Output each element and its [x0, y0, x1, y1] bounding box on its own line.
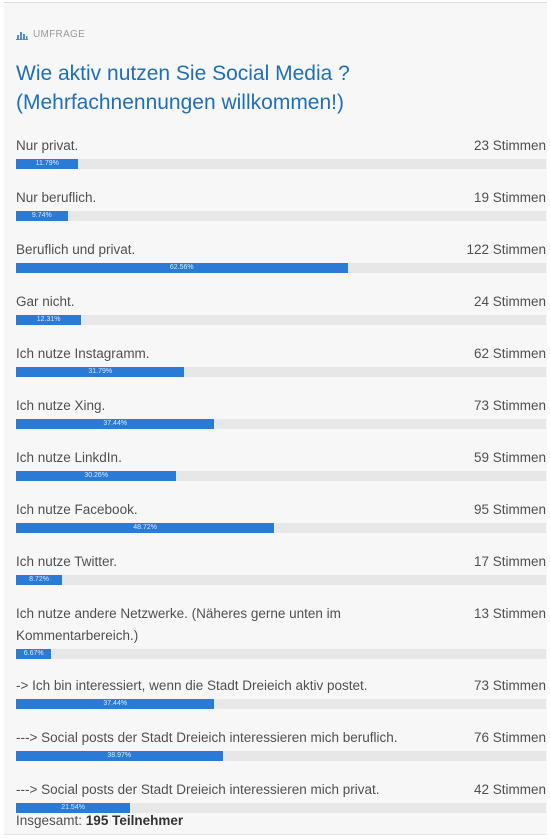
option-bar-track: 8.72%	[16, 575, 546, 585]
option-bar-fill: 37.44%	[16, 419, 215, 429]
option-bar-fill: 21.54%	[16, 803, 131, 813]
option-bar-fill: 6.67%	[16, 649, 52, 659]
option-bar-track: 9.74%	[16, 211, 546, 221]
option-bar-fill: 48.72%	[16, 523, 275, 533]
option-votes: 13 Stimmen	[473, 606, 546, 621]
option-bar-fill: 9.74%	[16, 211, 68, 221]
option-votes: 73 Stimmen	[473, 678, 546, 693]
option-bar-fill: 62.56%	[16, 263, 348, 273]
option-votes: 59 Stimmen	[473, 450, 546, 465]
poll-option: Nur beruflich. 19 Stimmen 9.74%	[16, 187, 546, 239]
option-votes: 42 Stimmen	[473, 782, 546, 797]
option-bar-track: 31.79%	[16, 367, 546, 377]
option-label: -> Ich bin interessiert, wenn die Stadt …	[16, 678, 368, 693]
option-bar-fill: 8.72%	[16, 575, 63, 585]
option-bar-track: 12.31%	[16, 315, 546, 325]
total-label: Insgesamt:	[16, 813, 83, 828]
poll-option: Beruflich und privat. 122 Stimmen 62.56%	[16, 239, 546, 291]
bar-chart-icon	[16, 31, 28, 40]
option-votes: 23 Stimmen	[473, 138, 546, 153]
option-bar-track: 21.54%	[16, 803, 546, 813]
option-label: Nur privat.	[16, 138, 79, 153]
option-label: Ich nutze Xing.	[16, 398, 106, 413]
poll-widget: UMFRAGE Wie aktiv nutzen Sie Social Medi…	[4, 2, 547, 835]
option-bar-fill: 11.79%	[16, 159, 79, 169]
poll-option: Ich nutze LinkdIn. 59 Stimmen 30.26%	[16, 447, 546, 499]
option-label: Ich nutze Facebook.	[16, 502, 138, 517]
poll-total: Insgesamt: 195 Teilnehmer	[16, 813, 183, 828]
option-label: Ich nutze Twitter.	[16, 554, 118, 569]
option-label: Beruflich und privat.	[16, 242, 136, 257]
option-bar-fill: 38.97%	[16, 751, 223, 761]
total-value: 195 Teilnehmer	[85, 813, 184, 828]
option-votes: 62 Stimmen	[473, 346, 546, 361]
option-bar-track: 6.67%	[16, 649, 546, 659]
option-bar-fill: 30.26%	[16, 471, 177, 481]
option-votes: 19 Stimmen	[473, 190, 546, 205]
poll-option: ---> Social posts der Stadt Dreieich int…	[16, 727, 546, 779]
poll-option: Ich nutze Facebook. 95 Stimmen 48.72%	[16, 499, 546, 551]
option-bar-track: 62.56%	[16, 263, 546, 273]
poll-option: Nur privat. 23 Stimmen 11.79%	[16, 135, 546, 187]
poll-option: -> Ich bin interessiert, wenn die Stadt …	[16, 675, 546, 727]
option-label: Nur beruflich.	[16, 190, 97, 205]
option-label: Gar nicht.	[16, 294, 75, 309]
option-bar-fill: 37.44%	[16, 699, 215, 709]
poll-options: Nur privat. 23 Stimmen 11.79% Nur beruflich…	[16, 135, 546, 831]
option-bar-track: 11.79%	[16, 159, 546, 169]
option-label: ---> Social posts der Stadt Dreieich int…	[16, 782, 380, 797]
option-bar-track: 37.44%	[16, 699, 546, 709]
poll-option: Gar nicht. 24 Stimmen 12.31%	[16, 291, 546, 343]
option-label: Ich nutze andere Netzwerke. (Näheres ger…	[16, 606, 341, 643]
poll-option: Ich nutze andere Netzwerke. (Näheres ger…	[16, 603, 546, 675]
poll-title-line-2: (Mehrfachnennungen willkommen!)	[16, 91, 344, 114]
option-votes: 76 Stimmen	[473, 730, 546, 745]
option-label: Ich nutze LinkdIn.	[16, 450, 122, 465]
option-bar-track: 37.44%	[16, 419, 546, 429]
poll-header-label: UMFRAGE	[33, 29, 86, 40]
option-bar-track: 30.26%	[16, 471, 546, 481]
option-votes: 17 Stimmen	[473, 554, 546, 569]
poll-option: ---> Social posts der Stadt Dreieich int…	[16, 779, 546, 831]
option-bar-fill: 31.79%	[16, 367, 185, 377]
option-votes: 122 Stimmen	[466, 242, 546, 257]
poll-option: Ich nutze Twitter. 17 Stimmen 8.72%	[16, 551, 546, 603]
option-bar-track: 38.97%	[16, 751, 546, 761]
option-votes: 95 Stimmen	[473, 502, 546, 517]
option-label: Ich nutze Instagramm.	[16, 346, 150, 361]
option-votes: 73 Stimmen	[473, 398, 546, 413]
poll-option: Ich nutze Xing. 73 Stimmen 37.44%	[16, 395, 546, 447]
poll-option: Ich nutze Instagramm. 62 Stimmen 31.79%	[16, 343, 546, 395]
option-label: ---> Social posts der Stadt Dreieich int…	[16, 730, 398, 745]
poll-title: Wie aktiv nutzen Sie Social Media ? (Meh…	[16, 59, 536, 117]
option-bar-fill: 12.31%	[16, 315, 82, 325]
option-votes: 24 Stimmen	[473, 294, 546, 309]
poll-header: UMFRAGE	[16, 29, 85, 40]
poll-title-line-1: Wie aktiv nutzen Sie Social Media ?	[16, 62, 350, 85]
option-bar-track: 48.72%	[16, 523, 546, 533]
